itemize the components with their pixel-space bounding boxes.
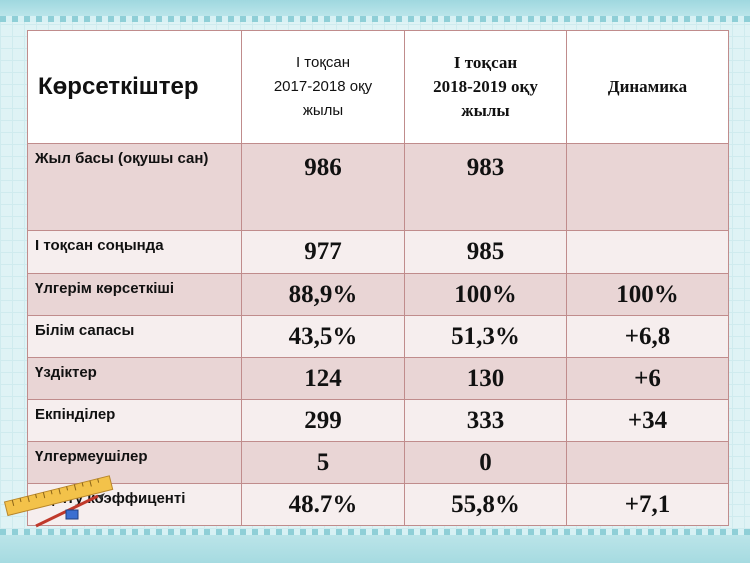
row-label: І тоқсан соңында <box>27 230 242 274</box>
row-value-2017: 124 <box>241 357 405 400</box>
row-value-2018: 985 <box>404 230 567 274</box>
row-value-2017: 977 <box>241 230 405 274</box>
table-row: Үздіктер 124 130 +6 <box>27 357 729 400</box>
row-value-2018: 130 <box>404 357 567 400</box>
row-value-2018: 333 <box>404 399 567 442</box>
performance-table: Көрсеткіштер І тоқсан 2017-2018 оқу жылы… <box>27 30 729 526</box>
row-value-2017: 88,9% <box>241 273 405 316</box>
header-period-2018-line2: 2018-2019 оқу <box>433 77 538 96</box>
row-dynamics <box>566 143 729 231</box>
table-row: Үлгермеушілер 5 0 <box>27 441 729 484</box>
row-value-2017: 48.7% <box>241 483 405 526</box>
row-dynamics: +6 <box>566 357 729 400</box>
row-value-2017: 5 <box>241 441 405 484</box>
row-value-2018: 0 <box>404 441 567 484</box>
table-row: Білім сапасы 43,5% 51,3% +6,8 <box>27 315 729 358</box>
table-row: Екпінділер 299 333 +34 <box>27 399 729 442</box>
header-period-2017: І тоқсан 2017-2018 оқу жылы <box>241 30 405 144</box>
table-row: Оқыту коэффиценті 48.7% 55,8% +7,1 <box>27 483 729 526</box>
table-row: Үлгерім көрсеткіші 88,9% 100% 100% <box>27 273 729 316</box>
row-value-2018: 51,3% <box>404 315 567 358</box>
bottom-decorative-band <box>0 529 750 563</box>
row-value-2018: 983 <box>404 143 567 231</box>
row-dynamics: 100% <box>566 273 729 316</box>
header-dynamics: Динамика <box>566 30 729 144</box>
row-dynamics <box>566 441 729 484</box>
header-indicators: Көрсеткіштер <box>27 30 242 144</box>
row-label: Жыл басы (оқушы сан) <box>27 143 242 231</box>
table-header-row: Көрсеткіштер І тоқсан 2017-2018 оқу жылы… <box>27 30 729 144</box>
table-row: І тоқсан соңында 977 985 <box>27 230 729 274</box>
row-dynamics: +7,1 <box>566 483 729 526</box>
ruler-pencil-icon <box>3 475 114 528</box>
row-label: Білім сапасы <box>27 315 242 358</box>
table-row: Жыл басы (оқушы сан) 986 983 <box>27 143 729 231</box>
row-dynamics: +6,8 <box>566 315 729 358</box>
row-label: Үлгермеушілер <box>27 441 242 484</box>
row-value-2018: 55,8% <box>404 483 567 526</box>
row-label: Екпінділер <box>27 399 242 442</box>
top-decorative-band <box>0 0 750 22</box>
row-label: Үлгерім көрсеткіші <box>27 273 242 316</box>
row-dynamics: +34 <box>566 399 729 442</box>
header-period-2017-line3: жылы <box>302 102 344 119</box>
row-value-2017: 986 <box>241 143 405 231</box>
header-period-2018: І тоқсан 2018-2019 оқу жылы <box>404 30 567 144</box>
row-value-2017: 299 <box>241 399 405 442</box>
header-period-2017-line1: І тоқсан <box>295 54 351 71</box>
row-value-2017: 43,5% <box>241 315 405 358</box>
header-period-2018-line3: жылы <box>461 101 510 120</box>
row-value-2018: 100% <box>404 273 567 316</box>
row-label: Үздіктер <box>27 357 242 400</box>
row-dynamics <box>566 230 729 274</box>
header-period-2017-line2: 2017-2018 оқу <box>273 78 373 95</box>
header-period-2018-line1: І тоқсан <box>453 53 518 72</box>
